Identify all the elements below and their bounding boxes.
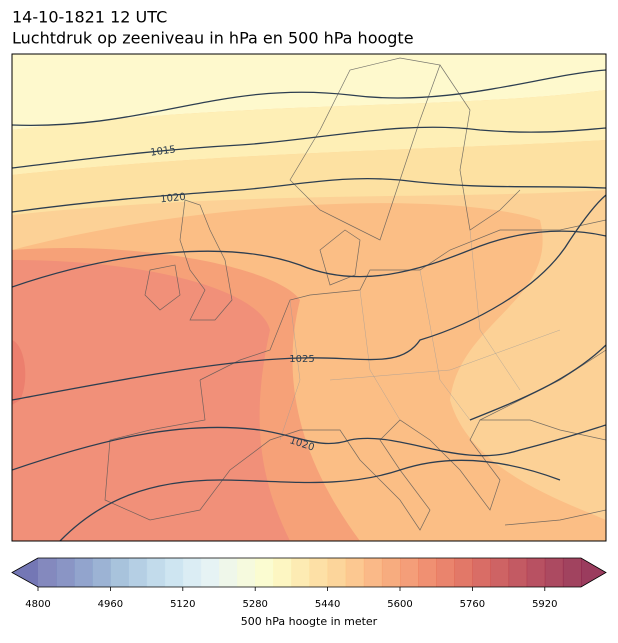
colorbar-tick-label: 5600 [387,599,412,610]
colorbar-swatch [436,558,455,587]
subtitle: Luchtdruk op zeeniveau in hPa en 500 hPa… [12,29,414,48]
colorbar-extend-high [581,558,606,587]
colorbar-swatch [363,558,383,587]
isobar-label: 1025 [289,354,314,365]
colorbar-swatch [418,558,437,587]
colorbar-tick-label: 5920 [532,599,557,610]
colorbar-extend-low [12,558,38,587]
coastline [199,219,606,381]
colorbar-frame [11,557,607,588]
colorbar-swatch [508,558,528,587]
colorbar-swatch [38,558,57,587]
colorbar-swatch [200,558,220,587]
colorbar-swatch [110,558,129,587]
colorbar-tick-label: 5760 [460,599,485,610]
map-frame [11,53,607,542]
country-border [279,229,561,441]
isobar-label: 1015 [150,144,177,158]
colorbar-swatch [255,558,274,587]
colorbar-tick-label: 4800 [25,599,50,610]
coastline [289,57,441,241]
coastline [104,379,301,521]
height-band [12,90,606,175]
colorbar-tick-label: 5440 [315,599,340,610]
colorbar-swatch [273,558,292,587]
colorbar-swatch [400,558,419,587]
colorbar-swatch [327,558,347,587]
isobar [12,230,606,288]
colorbar-swatch [74,558,93,587]
colorbar-tick-label: 5280 [242,599,267,610]
colorbar-swatch [291,558,310,587]
isobar [12,178,606,213]
colorbar-swatch [92,558,111,587]
colorbar-swatch [472,558,491,587]
isobar [12,69,606,126]
colorbar-swatch [128,558,148,587]
colorbar-label: 500 hPa hoogte in meter [241,615,378,628]
colorbar-tick-label: 4960 [98,599,123,610]
coastline [439,64,521,231]
colorbar-swatch [237,558,256,587]
isobar [12,424,606,471]
coastline [144,264,181,311]
colorbar-swatch [544,558,564,587]
colorbar-swatch [526,558,546,587]
colorbar-swatch [309,558,329,587]
coastline [319,229,361,286]
height-band [12,340,26,405]
colorbar-swatch [56,558,75,587]
isobar [59,459,561,541]
coastline [300,419,606,531]
colorbar-swatch [454,558,473,587]
isobar [12,194,606,401]
height-band [12,260,290,541]
colorbar-swatch [381,558,401,587]
map [12,54,606,541]
colorbar-swatch [219,558,238,587]
colorbar-swatch [164,558,184,587]
colorbar-swatch [490,558,510,587]
colorbar-tick-label: 5120 [170,599,195,610]
title: 14-10-1821 12 UTC [12,8,167,27]
colorbar-swatch [182,558,202,587]
coastline [179,199,233,321]
isobar [12,126,606,169]
colorbar-swatch [345,558,365,587]
colorbar-swatch [146,558,166,587]
isobar [469,344,606,421]
coastline [504,509,606,526]
colorbar-swatch [562,558,582,587]
isobar-label: 1020 [160,192,186,206]
